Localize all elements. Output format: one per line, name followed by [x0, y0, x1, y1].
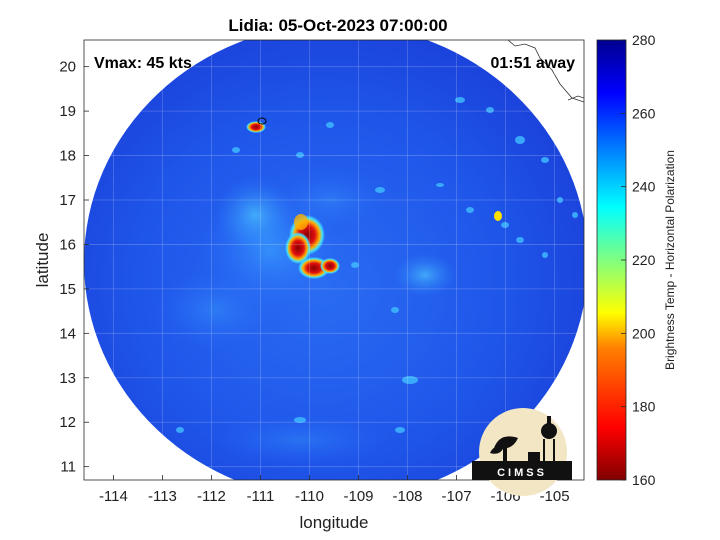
colorbar-ticks: 160 180 200 220 240 260 280: [621, 32, 656, 488]
y-tick-label: 15: [59, 281, 76, 298]
y-axis-ticks: 11 12 13 14 15 16 17 18 19 20: [59, 59, 89, 476]
y-tick-label: 17: [59, 192, 76, 209]
x-tick-label: -108: [393, 488, 423, 505]
y-tick-label: 11: [60, 459, 76, 476]
x-tick-label: -107: [442, 488, 472, 505]
x-tick-label: -111: [247, 488, 275, 505]
time-away-label: 01:51 away: [490, 55, 575, 72]
y-axis-label: latitude: [33, 233, 52, 288]
plot-title: Lidia: 05-Oct-2023 07:00:00: [228, 16, 447, 35]
x-tick-label: -110: [295, 488, 324, 505]
x-tick-label: -109: [343, 488, 373, 505]
x-tick-label: -113: [148, 488, 177, 505]
colorbar-tick-label: 200: [632, 325, 656, 341]
colorbar-tick-label: 280: [632, 32, 656, 48]
colorbar-tick-label: 160: [632, 472, 656, 488]
x-axis-ticks: -114 -113 -112 -111 -110 -109 -108 -107 -106 -105: [99, 475, 570, 505]
axes-box: [83, 39, 585, 481]
map-plot-area: -114 -113 -112 -111 -110 -109 -108 -107 -106 -105…: [59, 39, 585, 505]
x-tick-label: -105: [540, 488, 570, 505]
coastline: [507, 40, 584, 103]
colorbar-tick-label: 180: [632, 399, 656, 415]
x-tick-label: -112: [197, 488, 226, 505]
y-tick-label: 13: [59, 370, 76, 387]
vmax-label: Vmax: 45 kts: [94, 55, 192, 72]
y-tick-label: 20: [59, 59, 76, 76]
y-tick-label: 18: [59, 148, 76, 165]
colorbar-tick-label: 240: [632, 179, 656, 195]
cimss-logo-text: CIMSS: [497, 467, 547, 479]
colorbar-tick-label: 260: [632, 105, 656, 121]
x-axis-label: longitude: [299, 513, 368, 532]
x-tick-label: -114: [99, 488, 128, 505]
y-tick-label: 12: [59, 414, 76, 431]
y-tick-label: 19: [59, 103, 76, 120]
y-tick-label: 16: [59, 236, 76, 253]
colorbar-tick-label: 220: [632, 252, 656, 268]
y-tick-label: 14: [59, 325, 76, 342]
brightness-temp-swath: [84, 40, 584, 480]
colorbar-label: Brightness Temp - Horizontal Polarizatio…: [663, 150, 677, 370]
colorbar: 160 180 200 220 240 260 280 Brightness Temp - …: [596, 32, 677, 488]
cimss-logo: CIMSS: [472, 408, 572, 496]
